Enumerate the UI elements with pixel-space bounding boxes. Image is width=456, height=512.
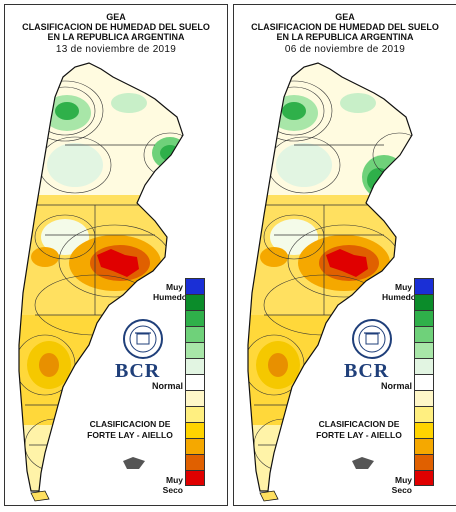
method-line-2: FORTE LAY - AIELLO [87,430,173,440]
bcr-seal-logo [123,319,163,359]
legend-swatch [185,470,205,486]
legend-swatch [414,454,434,470]
header-title: CLASIFICACION DE HUMEDAD DEL SUELO [22,22,210,32]
legend-swatch [185,454,205,470]
legend-label-very-dry: Muy Seco [162,475,183,495]
legend-swatch [414,438,434,454]
legend-swatch [414,470,434,486]
header-subtitle: EN LA REPUBLICA ARGENTINA [276,32,414,42]
legend-label-normal: Normal [151,381,183,391]
method-line-1: CLASIFICACION DE [89,419,171,429]
header-subtitle: EN LA REPUBLICA ARGENTINA [47,32,185,42]
header-gea: GEA [106,12,126,22]
classification-method: CLASIFICACION DE FORTE LAY - AIELLO [304,419,414,441]
legend-swatch [414,374,434,390]
color-legend [414,278,438,486]
bcr-logo-text: BCR [115,360,161,382]
legend-swatch [185,438,205,454]
header-date: 13 de noviembre de 2019 [55,44,177,55]
soil-moisture-panel-nov-13: GEA CLASIFICACION DE HUMEDAD DEL SUELO E… [4,4,228,506]
argentina-moisture-map [18,62,184,502]
legend-swatch [185,342,205,358]
legend-swatch [185,294,205,310]
legend-swatch [414,294,434,310]
legend-swatch [185,278,205,294]
legend-swatch [185,374,205,390]
bcr-seal-logo [352,319,392,359]
header-date: 06 de noviembre de 2019 [284,44,406,55]
method-line-2: FORTE LAY - AIELLO [316,430,402,440]
legend-swatch [185,310,205,326]
legend-swatch [414,390,434,406]
header-gea: GEA [335,12,355,22]
legend-swatch [185,326,205,342]
legend-label-normal: Normal [380,381,412,391]
legend-label-very-wet: Muy Humedo [382,282,416,302]
soil-moisture-panel-nov-06: GEA CLASIFICACION DE HUMEDAD DEL SUELO E… [233,4,456,506]
legend-swatch [414,278,434,294]
legend-label-very-dry: Muy Seco [391,475,412,495]
method-line-1: CLASIFICACION DE [318,419,400,429]
legend-swatch [414,310,434,326]
legend-swatch [414,342,434,358]
legend-swatch [185,422,205,438]
legend-swatch [185,390,205,406]
classification-method: CLASIFICACION DE FORTE LAY - AIELLO [75,419,185,441]
legend-swatch [414,422,434,438]
legend-swatch [414,326,434,342]
legend-swatch [414,406,434,422]
legend-swatch [414,358,434,374]
legend-swatch [185,406,205,422]
header-title: CLASIFICACION DE HUMEDAD DEL SUELO [251,22,439,32]
legend-label-very-wet: Muy Humedo [153,282,187,302]
color-legend [185,278,209,486]
legend-swatch [185,358,205,374]
bcr-logo-text: BCR [344,360,390,382]
